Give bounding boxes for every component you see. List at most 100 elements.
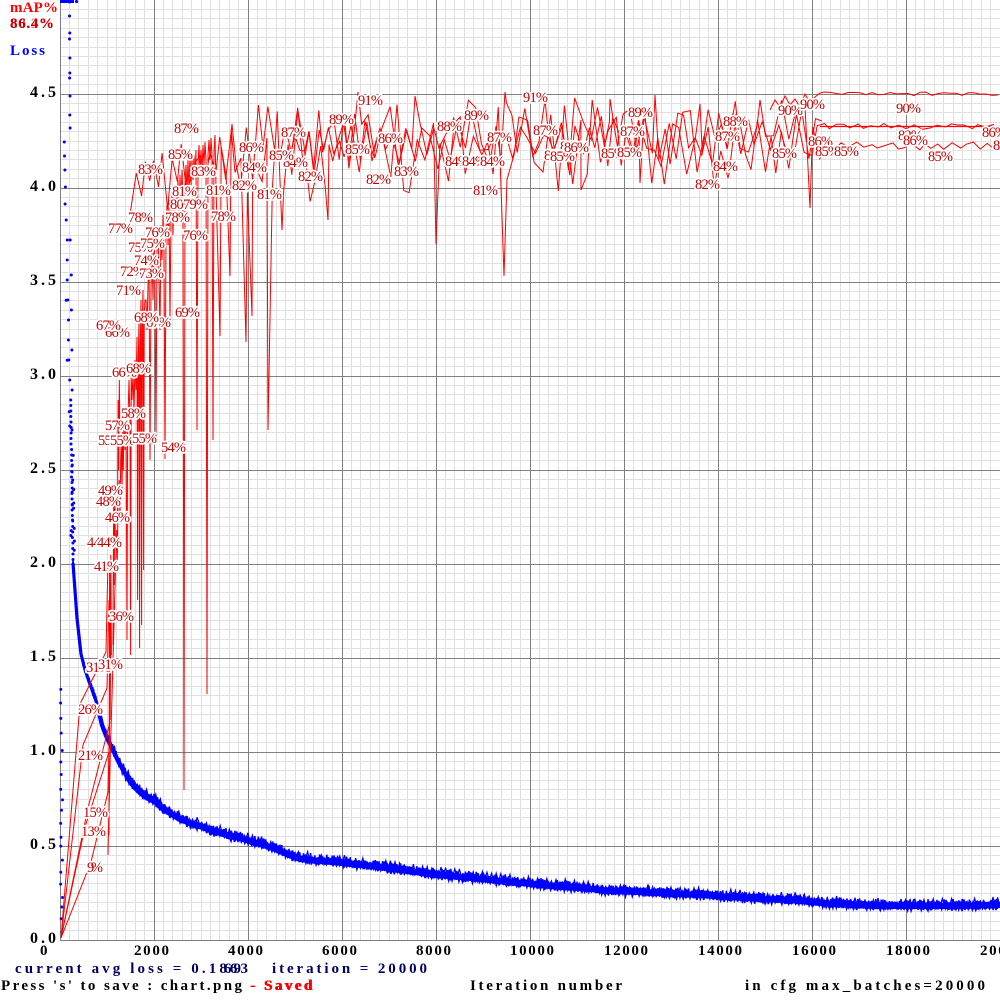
svg-text:14000: 14000 — [698, 943, 742, 959]
svg-text:85%: 85% — [617, 145, 642, 161]
svg-text:89%: 89% — [329, 112, 354, 128]
svg-text:85%: 85% — [345, 142, 370, 158]
svg-text:85: 85 — [993, 138, 1000, 154]
svg-text:67%: 67% — [96, 318, 121, 334]
svg-text:2000: 2000 — [134, 943, 169, 959]
svg-text:85%: 85% — [544, 148, 569, 164]
svg-text:16000: 16000 — [792, 943, 836, 959]
svg-text:84%: 84% — [242, 160, 267, 176]
svg-text:90%: 90% — [778, 103, 803, 119]
svg-text:82%: 82% — [366, 172, 391, 188]
svg-text:75%: 75% — [140, 236, 165, 252]
svg-text:78%: 78% — [211, 209, 236, 225]
svg-text:55%: 55% — [98, 433, 123, 449]
svg-text:44%: 44% — [97, 535, 122, 551]
svg-text:55%: 55% — [110, 433, 135, 449]
svg-text:Iteration number: Iteration number — [470, 978, 622, 994]
svg-text:- Saved: - Saved — [250, 978, 313, 994]
svg-text:90%: 90% — [800, 97, 825, 113]
svg-text:88%: 88% — [437, 119, 462, 135]
svg-text:89%: 89% — [464, 108, 489, 124]
svg-text:85%: 85% — [815, 144, 840, 160]
svg-text:83%: 83% — [138, 162, 163, 178]
svg-text:84%: 84% — [462, 154, 487, 170]
svg-text:81%: 81% — [473, 183, 498, 199]
svg-text:87%: 87% — [174, 121, 199, 137]
svg-text:41%: 41% — [94, 559, 119, 575]
svg-text:80%: 80% — [170, 197, 195, 213]
svg-text:0: 0 — [40, 943, 48, 959]
svg-text:81%: 81% — [473, 183, 498, 199]
svg-text:89%: 89% — [329, 112, 354, 128]
svg-text:26%: 26% — [78, 702, 103, 718]
svg-text:13%: 13% — [81, 824, 106, 840]
svg-text:84%: 84% — [445, 154, 470, 170]
svg-text:87%: 87% — [715, 129, 740, 145]
svg-text:85%: 85% — [601, 146, 626, 162]
svg-text:21%: 21% — [78, 748, 103, 764]
svg-text:18000: 18000 — [886, 943, 930, 959]
svg-text:67%: 67% — [146, 315, 171, 331]
svg-text:58%: 58% — [121, 406, 146, 422]
svg-text:85%: 85% — [772, 146, 797, 162]
svg-text:46%: 46% — [105, 510, 130, 526]
svg-text:86%: 86% — [564, 140, 589, 156]
svg-text:82%: 82% — [298, 169, 323, 185]
svg-text:86.4%: 86.4% — [10, 16, 54, 32]
svg-text:82%: 82% — [232, 178, 257, 194]
svg-text:55%: 55% — [132, 431, 157, 447]
svg-text:84%: 84% — [713, 159, 738, 175]
svg-text:mAP%: mAP% — [10, 0, 58, 16]
svg-text:87%: 87% — [281, 125, 306, 141]
svg-text:55%: 55% — [132, 431, 157, 447]
svg-text:82%: 82% — [366, 172, 391, 188]
svg-text:iteration = 20000: iteration = 20000 — [272, 961, 427, 977]
svg-text:82%: 82% — [898, 128, 923, 144]
svg-text:86%: 86% — [378, 131, 403, 147]
svg-text:85%: 85% — [168, 147, 193, 163]
svg-text:44%: 44% — [87, 535, 112, 551]
svg-text:9%: 9% — [87, 860, 103, 876]
svg-text:86%: 86% — [808, 134, 833, 150]
svg-text:1.5: 1.5 — [30, 648, 56, 665]
svg-text:13%: 13% — [81, 824, 106, 840]
svg-text:81%: 81% — [172, 184, 197, 200]
svg-text:86%: 86% — [378, 131, 403, 147]
svg-text:85%: 85% — [834, 144, 859, 160]
svg-text:81%: 81% — [206, 183, 231, 199]
svg-text:55%: 55% — [98, 433, 123, 449]
svg-text:90%: 90% — [778, 103, 803, 119]
svg-text:87%: 87% — [533, 123, 558, 139]
svg-text:85%: 85% — [928, 149, 953, 165]
svg-text:74%: 74% — [134, 253, 159, 269]
svg-text:85%: 85% — [544, 148, 569, 164]
svg-text:86%: 86% — [982, 125, 1000, 141]
svg-text:83%: 83% — [138, 162, 163, 178]
svg-text:57%: 57% — [105, 418, 130, 434]
svg-text:44%: 44% — [87, 535, 112, 551]
svg-text:84%: 84% — [283, 155, 308, 171]
svg-text:89%: 89% — [628, 105, 653, 121]
svg-text:79%: 79% — [183, 197, 208, 213]
svg-text:54%: 54% — [161, 440, 186, 456]
svg-text:49%: 49% — [98, 483, 123, 499]
svg-text:85%: 85% — [834, 144, 859, 160]
svg-text:20000: 20000 — [980, 943, 1000, 959]
svg-text:83%: 83% — [394, 164, 419, 180]
svg-text:83%: 83% — [191, 164, 216, 180]
svg-text:81%: 81% — [206, 183, 231, 199]
svg-text:36%: 36% — [109, 609, 134, 625]
svg-text:78%: 78% — [128, 210, 153, 226]
svg-text:86.4%: 86.4% — [10, 16, 54, 32]
svg-text:87%: 87% — [620, 124, 645, 140]
svg-text:58%: 58% — [121, 406, 146, 422]
svg-text:72%: 72% — [120, 264, 145, 280]
svg-text:Press 's' to save : chart.png: Press 's' to save : chart.png — [1, 978, 243, 994]
svg-text:69%: 69% — [175, 305, 200, 321]
svg-text:26%: 26% — [78, 702, 103, 718]
svg-text:9%: 9% — [87, 860, 103, 876]
svg-text:82%: 82% — [695, 177, 720, 193]
svg-text:in cfg max_batches=20000: in cfg max_batches=20000 — [745, 978, 985, 994]
svg-text:81%: 81% — [172, 184, 197, 200]
svg-text:84%: 84% — [480, 154, 505, 170]
